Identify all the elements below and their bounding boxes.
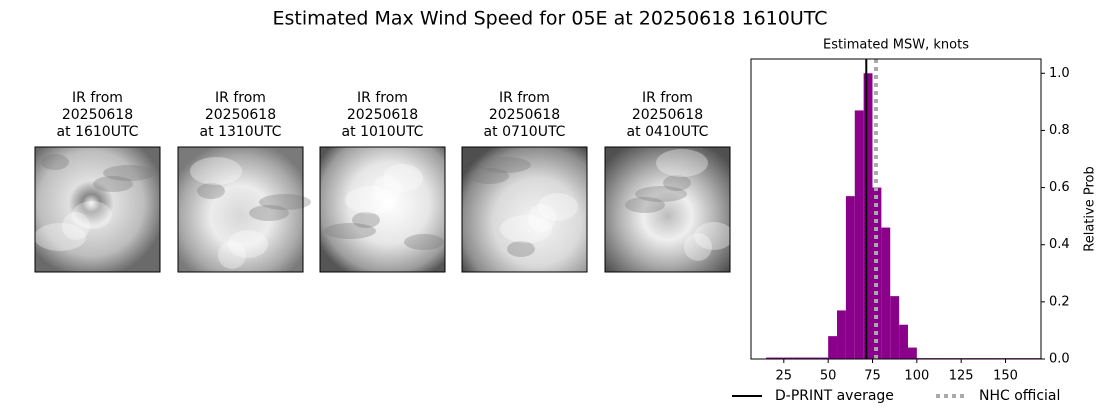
x-tick-label: 50	[820, 369, 837, 384]
y-axis-label: Relative Prob	[1083, 166, 1098, 251]
cloud-texture	[218, 241, 246, 269]
bar	[907, 347, 917, 359]
cloud-texture	[656, 149, 708, 177]
ir-frame	[177, 146, 304, 273]
cloud-texture	[469, 168, 509, 184]
ir-frame	[319, 146, 446, 273]
bar	[792, 357, 802, 359]
ir-image	[34, 146, 161, 273]
panel-title: at 1610UTC	[57, 124, 139, 140]
bar	[766, 357, 775, 359]
panel-title: at 0710UTC	[484, 124, 566, 140]
panel-title: IR from	[72, 90, 123, 106]
y-tick-label: 0.8	[1049, 123, 1070, 138]
cloud-texture	[345, 186, 397, 214]
panel-title: 20250618	[62, 107, 133, 123]
ir-image	[461, 146, 588, 273]
panel-title: 20250618	[489, 107, 560, 123]
bar	[863, 73, 873, 360]
ir-frame	[34, 146, 161, 273]
cloud-texture	[62, 212, 90, 240]
bar	[845, 196, 855, 359]
cloud-texture	[528, 204, 556, 232]
bar	[810, 357, 820, 359]
panel-title: at 1010UTC	[342, 124, 424, 140]
cloud-texture	[404, 234, 444, 250]
y-tick-label: 0.4	[1049, 237, 1070, 252]
panel-title: 20250618	[632, 107, 703, 123]
bar	[890, 296, 900, 359]
x-tick-label: 125	[949, 369, 974, 384]
panel-title: IR from	[499, 90, 550, 106]
cloud-texture	[373, 175, 401, 203]
bar	[783, 357, 793, 359]
cloud-texture	[103, 165, 155, 181]
cloud-texture	[663, 175, 691, 191]
panel-title: 20250618	[347, 107, 418, 123]
cloud-texture	[694, 222, 734, 250]
cloud-texture	[684, 233, 712, 261]
panel-title: IR from	[642, 90, 693, 106]
y-tick-label: 0.0	[1049, 352, 1070, 367]
histogram: Estimated MSW, knots D-PRINT average NHC o…	[732, 38, 1098, 404]
cloud-texture	[190, 157, 242, 185]
plot-frame	[750, 58, 1042, 360]
cloud-texture	[259, 194, 311, 210]
cloud-texture	[383, 164, 423, 192]
bar	[837, 310, 846, 359]
cloud-texture	[72, 201, 112, 229]
ir-frame	[461, 146, 588, 273]
cloud-texture	[352, 212, 380, 228]
bar	[872, 187, 882, 359]
ir-frame	[604, 146, 731, 273]
bar	[819, 357, 829, 359]
panel-title: IR from	[357, 90, 408, 106]
x-tick-label: 75	[864, 369, 881, 384]
cloud-texture	[93, 176, 133, 192]
cloud-texture	[34, 223, 86, 251]
cloud-texture	[500, 215, 552, 243]
bar	[881, 227, 891, 359]
bar	[774, 357, 784, 359]
x-tick-label: 150	[993, 369, 1018, 384]
bar	[854, 110, 864, 359]
bar	[801, 357, 811, 359]
x-tick-label: 25	[776, 369, 793, 384]
cloud-texture	[507, 241, 535, 257]
panel-title: at 1310UTC	[200, 124, 282, 140]
cloud-texture	[538, 193, 578, 221]
panel-title: at 0410UTC	[627, 124, 709, 140]
x-tick-label: 100	[904, 369, 929, 384]
chart-title: Estimated MSW, knots	[823, 38, 969, 53]
cloud-texture	[41, 154, 69, 170]
cloud-texture	[635, 186, 687, 202]
legend-label: D-PRINT average	[775, 388, 894, 404]
cloud-texture	[479, 157, 531, 173]
y-tick-label: 0.2	[1049, 294, 1070, 309]
cloud-texture	[324, 223, 376, 239]
legend-label: NHC official	[979, 388, 1060, 404]
cloud-texture	[249, 205, 289, 221]
cloud-texture	[197, 183, 225, 199]
bar	[828, 336, 838, 359]
cloud-texture	[228, 230, 268, 258]
cloud-texture	[625, 197, 665, 213]
panel-title: IR from	[215, 90, 266, 106]
y-tick-label: 1.0	[1049, 66, 1070, 81]
bar	[899, 324, 908, 359]
figure-title: Estimated Max Wind Speed for 05E at 2025…	[272, 8, 827, 30]
panel-title: 20250618	[205, 107, 276, 123]
y-tick-label: 0.6	[1049, 180, 1070, 195]
